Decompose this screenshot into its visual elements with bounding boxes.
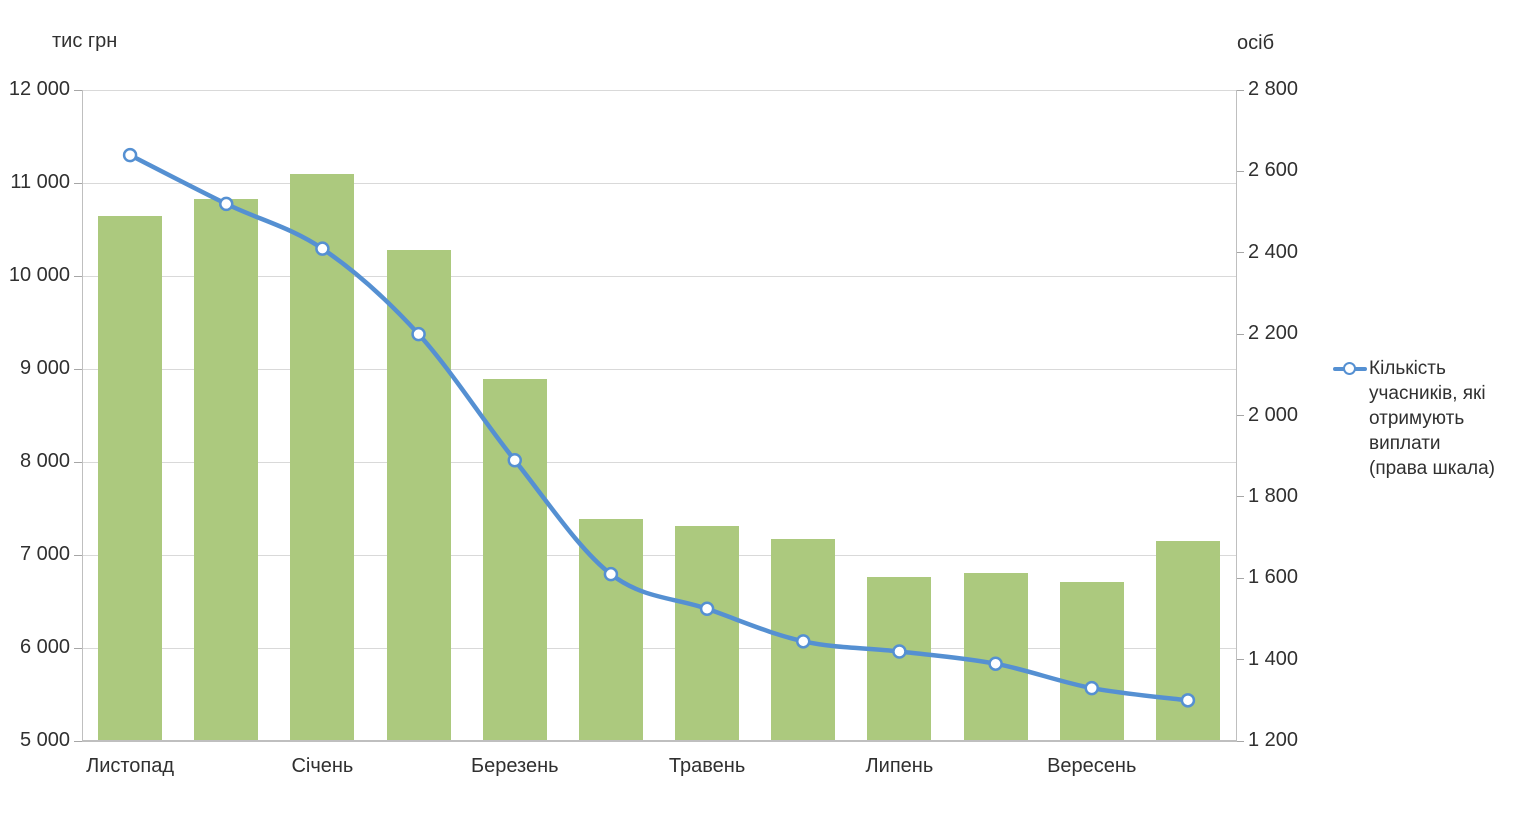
legend-label-line: учасників, які [1369,383,1486,404]
bar [1059,581,1124,740]
right-axis-tick [1236,577,1244,579]
x-axis-label: Березень [470,755,559,777]
left-axis-tick-label: 5 000 [19,729,70,751]
right-axis-tick-label: 2 200 [1248,322,1299,345]
bar [675,526,740,740]
x-axis-label: Січень [291,755,354,777]
right-axis-tick [1236,170,1244,172]
bar [482,379,547,740]
right-axis-title: осіб [1237,32,1275,54]
x-axis-label: Вересень [1047,755,1137,777]
left-axis-tick [74,647,82,649]
left-axis-tick [74,182,82,184]
left-axis-tick [74,89,82,91]
right-axis-tick-label: 2 400 [1248,240,1299,263]
bar [963,572,1028,740]
x-axis-line [82,740,1237,742]
left-axis-tick [74,368,82,370]
left-axis-tick [74,740,82,742]
x-axis-label: Липень [865,755,934,777]
legend-label-line: (права шкала) [1369,458,1495,479]
right-axis-tick [1236,415,1244,416]
left-axis-tick-label: 7 000 [19,543,70,565]
bar [578,518,643,740]
right-axis-line [1236,90,1237,741]
line-marker [122,147,138,163]
right-axis-tick [1236,496,1244,498]
right-axis-tick [1236,740,1244,742]
left-axis-line [82,90,83,741]
bar [771,539,836,740]
legend-label-line: виплати [1369,433,1441,454]
right-axis-tick [1236,659,1244,661]
legend-label: Кількість учасників, які отримують виплати (… [1369,356,1495,481]
left-axis-tick-label: 11 000 [10,171,70,193]
right-axis-tick-label: 1 200 [1248,729,1299,751]
left-axis-tick [74,461,82,463]
bar [290,173,355,740]
left-axis-title: тис грн [52,30,118,52]
gridline [82,89,1236,91]
left-axis-tick [74,554,82,556]
x-axis-label: Листопад [86,755,175,777]
line-path [127,152,1191,703]
right-axis-tick-label: 1 600 [1248,566,1299,589]
left-axis-tick-label: 8 000 [19,450,70,472]
right-axis-tick-label: 1 800 [1248,484,1299,507]
bar [98,215,163,740]
right-axis-tick [1236,89,1244,91]
right-axis-tick-label: 2 600 [1248,159,1299,182]
bar [867,577,932,740]
right-axis-tick [1236,252,1244,254]
left-axis-tick-label: 10 000 [8,264,70,286]
legend-label-line: Кількість [1369,358,1446,379]
legend-circle-marker-icon [1343,362,1356,375]
bar [1155,541,1220,740]
bar [194,198,259,740]
gridline [82,182,1236,184]
left-axis-tick-label: 12 000 [8,78,70,100]
x-axis-label: Травень [668,755,746,777]
bar [386,249,451,740]
right-axis-tick-label: 2 000 [1248,403,1299,426]
legend-label-line: отримують [1369,408,1465,429]
left-axis-tick-label: 9 000 [19,357,70,379]
right-axis-tick-label: 2 800 [1248,78,1299,100]
right-axis-tick-label: 1 400 [1248,647,1299,670]
left-axis-tick-label: 6 000 [19,636,70,658]
right-axis-tick [1236,333,1244,335]
left-axis-tick [74,275,82,277]
